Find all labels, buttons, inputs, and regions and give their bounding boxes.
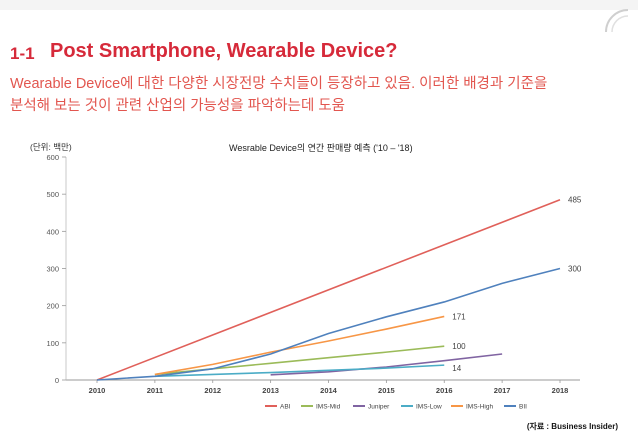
data-label-ims-low: 14	[452, 364, 461, 373]
data-label-ims-mid: 100	[452, 342, 466, 351]
subtitle-line-1: Wearable Device에 대한 다양한 시장전망 수치들이 등장하고 있…	[10, 76, 548, 92]
x-tick-label: 2016	[436, 386, 453, 395]
x-tick-label: 2011	[147, 386, 163, 395]
series-line-bii	[96, 267, 561, 381]
legend-label-bii: BII	[519, 404, 527, 411]
series-line-ims-high	[154, 315, 445, 376]
top-band	[0, 0, 638, 10]
y-tick-label: 200	[46, 302, 59, 311]
unit-label: (단위: 백만)	[30, 142, 72, 152]
page-title: Post Smartphone, Wearable Device?	[50, 40, 398, 62]
source-note: (자료 : Business Insider)	[526, 422, 618, 431]
x-tick-label: 2012	[204, 386, 221, 395]
y-tick-label: 100	[46, 339, 59, 348]
y-tick-label: 0	[55, 376, 59, 385]
series-line-abi	[96, 198, 561, 381]
legend-label-ims-high: IMS-High	[466, 404, 493, 411]
data-label-abi: 485	[568, 196, 582, 205]
x-tick-label: 2013	[262, 386, 279, 395]
y-tick-label: 400	[46, 227, 59, 236]
series-line-ims-low	[154, 364, 445, 378]
chart-title: Wesrable Device의 연간 판매량 예측 ('10 – '18)	[229, 143, 413, 153]
y-tick-label: 500	[46, 190, 59, 199]
x-tick-label: 2010	[89, 386, 106, 395]
x-tick-label: 2015	[378, 386, 395, 395]
x-tick-label: 2014	[320, 386, 338, 395]
legend-label-ims-low: IMS-Low	[416, 404, 442, 411]
x-tick-label: 2017	[494, 386, 511, 395]
series-line-juniper	[270, 353, 503, 376]
y-tick-label: 300	[46, 265, 59, 274]
legend-label-juniper: Juniper	[368, 404, 390, 411]
legend-label-abi: ABI	[280, 404, 291, 411]
data-label-bii: 300	[568, 265, 582, 274]
data-label-ims-high: 171	[452, 312, 466, 321]
y-tick-label: 600	[46, 153, 59, 162]
x-tick-label: 2018	[552, 386, 569, 395]
section-number: 1-1	[10, 44, 35, 63]
page-curl-icon	[605, 9, 629, 33]
subtitle-line-2: 분석해 보는 것이 관련 산업의 가능성을 파악하는데 도움	[10, 98, 346, 114]
legend-label-ims-mid: IMS-Mid	[316, 404, 341, 411]
